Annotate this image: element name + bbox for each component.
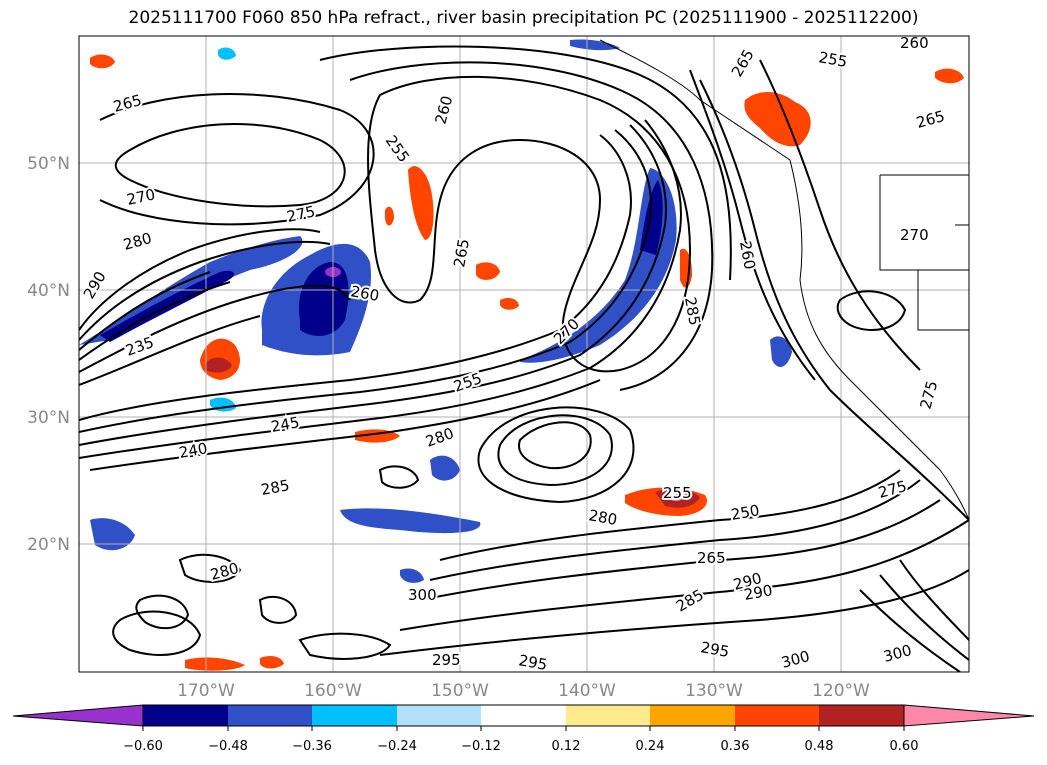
colorbar-ticks	[142, 726, 905, 731]
colorbar-tick-label: −0.12	[461, 739, 501, 754]
colorbar-tick-label: 0.36	[721, 739, 750, 754]
negative-patch-sm2	[400, 568, 424, 583]
contour-label: 295	[432, 651, 461, 669]
map-title: 2025111700 F060 850 hPa refract., river …	[128, 8, 919, 28]
graticule	[79, 36, 969, 672]
colorbar-bin	[143, 705, 228, 726]
negative-patch-s	[340, 508, 481, 534]
lon-axis-labels: 170°W 160°W 150°W 140°W 130°W 120°W	[177, 681, 870, 701]
lat-label: 20°N	[27, 535, 70, 555]
negative-patch-nw	[218, 47, 236, 60]
lat-axis-labels: 50°N 40°N 30°N 20°N	[27, 154, 70, 555]
colorbar-tick-label: 0.24	[636, 739, 665, 754]
contour-label: 260	[900, 34, 929, 52]
contour-label: 270	[900, 226, 929, 244]
colorbar-bin	[735, 705, 819, 726]
coastline	[599, 39, 969, 521]
lon-label: 150°W	[431, 681, 489, 701]
colorbar-bin	[650, 705, 735, 726]
contour-label: 255	[663, 484, 692, 502]
contour-label: 295	[517, 651, 548, 674]
colorbar-bin	[397, 705, 481, 726]
lat-label: 40°N	[27, 281, 70, 301]
positive-peak-se	[669, 493, 683, 501]
colorbar-tick-label: −0.48	[208, 739, 248, 754]
positive-patch-mid	[476, 262, 500, 280]
positive-patch-n2	[385, 206, 394, 226]
colorbar-bin	[481, 705, 566, 726]
colorbar-frame	[142, 704, 905, 727]
positive-patch-ne	[744, 91, 811, 147]
contour-label: 300	[408, 586, 437, 604]
negative-core-central	[299, 262, 349, 336]
colorbar-bin	[819, 705, 904, 726]
colorbar-tick-label: 0.12	[552, 739, 581, 754]
colorbar-tick-label: −0.24	[377, 739, 417, 754]
refractivity-contours	[79, 45, 969, 672]
colorbar-extend-high	[903, 704, 1035, 727]
anomaly-shading	[79, 39, 964, 671]
colorbar-tick-label: −0.36	[292, 739, 332, 754]
contour-label: 255	[817, 48, 848, 71]
positive-patch-b2	[260, 656, 284, 669]
lon-label: 170°W	[177, 681, 235, 701]
contour-label: 275	[285, 202, 317, 226]
positive-patch-n1	[408, 166, 434, 240]
contour-label: 265	[697, 549, 726, 567]
negative-patch-north	[570, 39, 620, 51]
map-frame	[78, 35, 970, 673]
contour-label: 240	[178, 439, 209, 462]
colorbar: −0.60 −0.48 −0.36 −0.24 −0.12 0.12 0.24 …	[12, 704, 1035, 754]
colorbar-tick-label: −0.60	[123, 739, 163, 754]
positive-patch-tl	[90, 54, 115, 69]
lon-label: 160°W	[304, 681, 362, 701]
lat-label: 30°N	[27, 408, 70, 428]
lat-label: 50°N	[27, 154, 70, 174]
positive-patch-b	[185, 657, 245, 671]
contour-label: 260	[349, 282, 380, 305]
lon-label: 120°W	[812, 681, 870, 701]
lon-label: 130°W	[685, 681, 743, 701]
positive-core-sw	[205, 357, 232, 373]
colorbar-extend-low	[12, 704, 144, 727]
negative-patch-sw	[90, 518, 135, 551]
colorbar-bin	[566, 705, 650, 726]
negative-patch-mid	[430, 455, 460, 481]
colorbar-tick-label: 0.48	[805, 739, 834, 754]
negative-patch-ne	[770, 336, 792, 367]
positive-patch-tr	[935, 68, 964, 84]
negative-band-east	[520, 168, 677, 363]
colorbar-bin	[312, 705, 397, 726]
lon-label: 140°W	[558, 681, 616, 701]
positive-patch-m3	[500, 298, 519, 310]
colorbar-tick-label: 0.60	[890, 739, 919, 754]
colorbar-bin	[228, 705, 312, 726]
